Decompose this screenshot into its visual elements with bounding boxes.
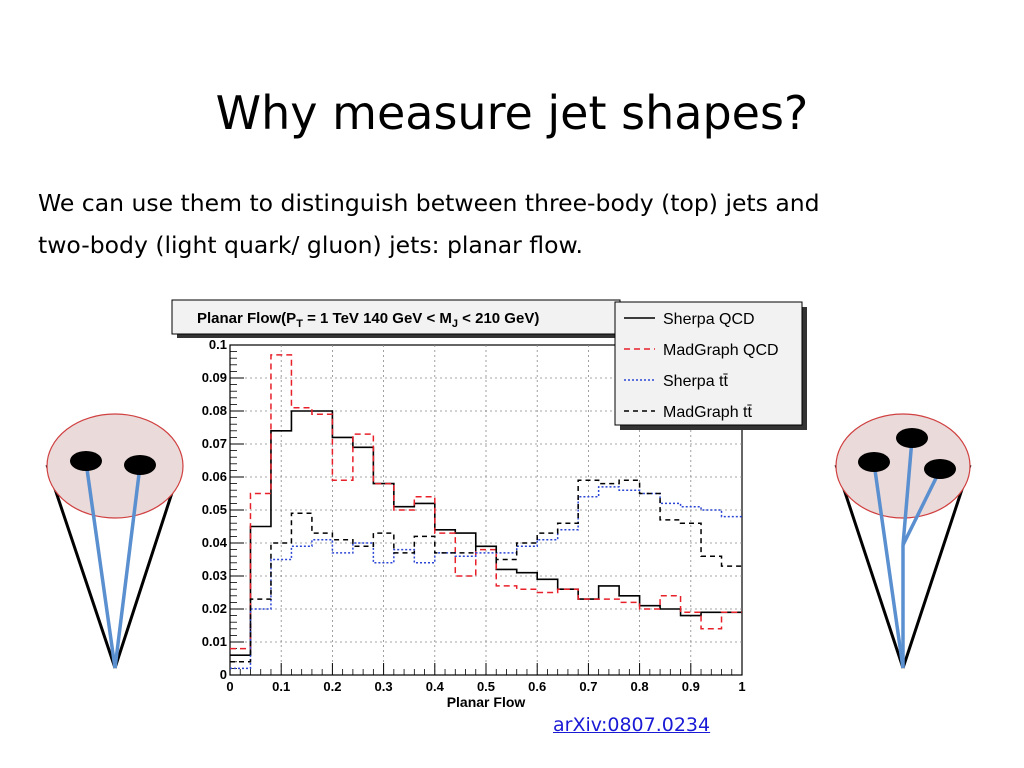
y-tick-label: 0.1 (209, 337, 227, 352)
x-tick-label: 1 (738, 679, 745, 694)
body-line: We can use them to distinguish between t… (38, 189, 820, 217)
arxiv-reference-link[interactable]: arXiv:0807.0234 (553, 714, 711, 736)
x-tick-label: 0.3 (375, 679, 393, 694)
x-tick-label: 0.4 (426, 679, 445, 694)
legend-label: Sherpa QCD (663, 311, 755, 328)
y-tick-label: 0.08 (202, 403, 227, 418)
chart-title-box (171, 299, 621, 335)
y-tick-label: 0.06 (202, 469, 227, 484)
y-tick-label: 0.07 (202, 436, 227, 451)
x-tick-label: 0.5 (477, 679, 495, 694)
two-body-jet-icon (45, 413, 184, 669)
y-tick-label: 0 (220, 667, 227, 682)
x-tick-label: 0.1 (272, 679, 290, 694)
y-tick-label: 0.05 (202, 502, 227, 517)
y-tick-label: 0.03 (202, 568, 227, 583)
y-tick-label: 0.02 (202, 601, 227, 616)
x-tick-label: 0.2 (323, 679, 341, 694)
three-body-jet-icon (834, 413, 972, 669)
body-text: We can use them to distinguish between t… (38, 182, 998, 266)
series-line-sherpa-qcd (230, 410, 742, 656)
x-tick-label: 0 (226, 679, 233, 694)
series-line-madgraph-tt- (230, 479, 742, 663)
x-tick-label: 0.6 (528, 679, 546, 694)
y-tick-label: 0.09 (202, 370, 227, 385)
x-tick-label: 0.9 (682, 679, 700, 694)
slide-title: Why measure jet shapes? (215, 86, 809, 140)
legend-label: MadGraph tt̄ (663, 404, 753, 421)
body-line: two-body (light quark/ gluon) jets: plan… (38, 231, 583, 259)
x-tick-label: 0.8 (631, 679, 649, 694)
chart-title: Planar Flow(PT = 1 TeV 140 GeV < MJ < 21… (197, 310, 539, 330)
legend-label: MadGraph QCD (663, 342, 779, 359)
legend-label: Sherpa tt̄ (663, 373, 729, 390)
x-tick-label: 0.7 (579, 679, 597, 694)
y-tick-label: 0.04 (202, 535, 228, 550)
x-axis-label: Planar Flow (447, 694, 526, 710)
y-tick-label: 0.01 (202, 634, 227, 649)
legend-box (614, 301, 803, 426)
